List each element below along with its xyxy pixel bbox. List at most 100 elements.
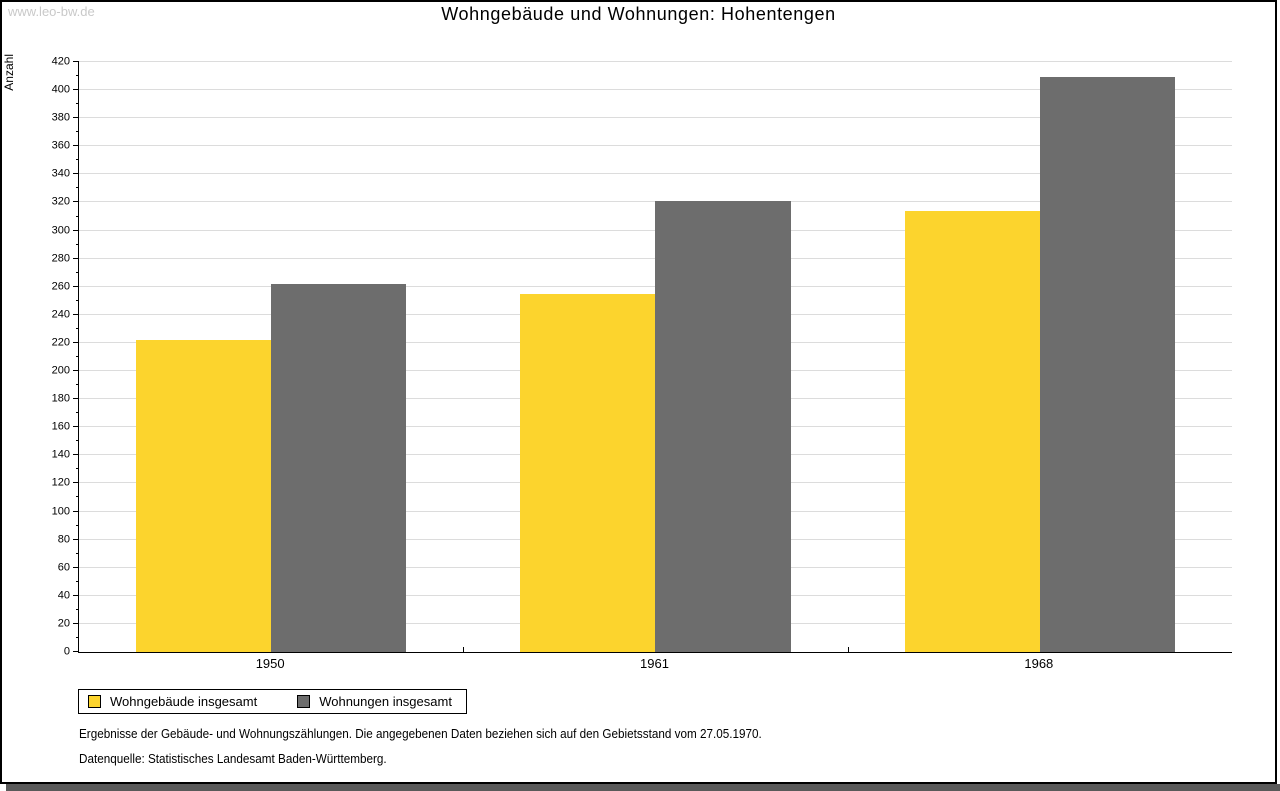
footer-source: Datenquelle: Statistisches Landesamt Bad… (79, 751, 387, 766)
y-minor-tick-90 (76, 524, 79, 526)
y-minor-tick-250 (76, 299, 79, 301)
y-tick-label-320: 320 (51, 195, 70, 208)
y-tick-label-160: 160 (51, 420, 70, 433)
y-tick-label-340: 340 (51, 167, 70, 180)
y-minor-tick-50 (76, 580, 79, 582)
bar-1968-wohngebäude (904, 210, 1040, 652)
y-tick-0 (73, 651, 79, 652)
plot-area: 0 20 40 60 80 100 120 140 160 180 200 220 240 260 280 3… (52, 56, 1232, 657)
y-tick-200 (73, 370, 79, 372)
y-tick-240 (73, 313, 79, 315)
legend: Wohngebäude insgesamt Wohnungen insgesamt (78, 689, 467, 714)
legend-swatch-1 (297, 695, 311, 708)
y-tick-120 (73, 482, 79, 484)
y-tick-360 (73, 145, 79, 147)
y-tick-300 (73, 229, 79, 231)
y-tick-180 (73, 398, 79, 400)
y-tick-label-100: 100 (51, 505, 70, 518)
y-tick-label-200: 200 (51, 364, 70, 377)
gridline-340 (79, 173, 1232, 175)
y-tick-label-20: 20 (57, 617, 70, 630)
y-minor-tick-30 (76, 608, 79, 610)
y-minor-tick-10 (76, 636, 79, 638)
x-boundary-tick-1 (463, 647, 465, 652)
frame-shadow (6, 784, 1280, 791)
y-tick-label-40: 40 (57, 589, 70, 602)
legend-swatch-0 (88, 695, 101, 708)
y-tick-label-280: 280 (51, 252, 70, 265)
y-tick-label-400: 400 (51, 83, 70, 96)
y-tick-label-380: 380 (51, 111, 70, 124)
y-tick-label-120: 120 (51, 476, 70, 489)
legend-item-0: Wohngebäude insgesamt (88, 694, 257, 709)
y-axis-title: Anzahl (2, 54, 16, 91)
y-tick-label-0: 0 (63, 645, 70, 658)
footer-note: Ergebnisse der Gebäude- und Wohnungszähl… (79, 726, 762, 741)
x-tick-label-1968: 1968 (1024, 656, 1054, 671)
y-tick-420 (73, 61, 79, 62)
y-minor-tick-210 (76, 356, 79, 357)
y-tick-260 (73, 285, 79, 287)
y-tick-label-240: 240 (51, 308, 70, 321)
y-tick-220 (73, 341, 79, 343)
x-tick-label-1961: 1961 (640, 656, 669, 671)
y-minor-tick-190 (76, 384, 79, 386)
y-minor-tick-330 (76, 187, 79, 189)
y-minor-tick-350 (76, 159, 79, 161)
y-tick-400 (73, 89, 79, 91)
y-tick-20 (73, 622, 79, 624)
y-tick-label-180: 180 (51, 392, 70, 405)
gridline-380 (79, 117, 1232, 119)
y-tick-label-260: 260 (51, 280, 70, 293)
y-minor-tick-290 (76, 243, 79, 245)
y-tick-label-80: 80 (57, 533, 70, 546)
watermark: www.leo-bw.de (8, 4, 95, 19)
y-tick-label-60: 60 (57, 561, 70, 574)
bar-1961-wohngebäude (520, 293, 656, 652)
bar-group-1961 (463, 62, 847, 652)
legend-item-1: Wohnungen insgesamt (297, 694, 452, 709)
y-tick-label-300: 300 (51, 224, 70, 237)
bar-group-1950 (79, 62, 463, 652)
y-minor-tick-130 (76, 468, 79, 470)
x-boundary-tick-2 (847, 647, 849, 652)
y-minor-tick-110 (76, 496, 79, 498)
y-minor-tick-150 (76, 440, 79, 442)
y-tick-40 (73, 594, 79, 596)
y-minor-tick-230 (76, 327, 79, 329)
y-minor-tick-390 (76, 103, 79, 105)
y-minor-tick-410 (76, 75, 79, 77)
y-minor-tick-270 (76, 271, 79, 273)
gridline-400 (79, 89, 1232, 91)
y-minor-tick-370 (76, 131, 79, 133)
y-tick-380 (73, 117, 79, 119)
bar-1950-wohngebäude (135, 340, 272, 652)
y-minor-tick-310 (76, 215, 79, 217)
y-tick-320 (73, 201, 79, 203)
y-minor-tick-170 (76, 412, 79, 414)
y-minor-tick-70 (76, 552, 79, 554)
x-tick-label-1950: 1950 (255, 656, 285, 671)
y-tick-60 (73, 566, 79, 568)
gridline-420 (79, 61, 1232, 62)
bar-1968-wohnungen (1039, 77, 1176, 652)
y-tick-100 (73, 510, 79, 512)
chart-title: Wohngebäude und Wohnungen: Hohentengen (441, 4, 836, 24)
y-tick-280 (73, 257, 79, 259)
y-tick-140 (73, 454, 79, 456)
gridline-360 (79, 145, 1232, 147)
y-tick-160 (73, 426, 79, 428)
y-tick-label-420: 420 (51, 55, 70, 68)
bar-1961-wohnungen (655, 201, 791, 652)
y-tick-label-360: 360 (51, 139, 70, 152)
legend-label-1: Wohnungen insgesamt (319, 694, 452, 709)
bar-group-1968 (848, 62, 1232, 652)
y-tick-label-220: 220 (51, 336, 70, 349)
x-axis-labels: 1950 1961 1968 (78, 656, 1231, 672)
legend-label-0: Wohngebäude insgesamt (110, 694, 258, 709)
y-tick-label-140: 140 (51, 448, 70, 461)
bar-1950-wohnungen (271, 283, 407, 652)
y-tick-80 (73, 538, 79, 540)
y-tick-340 (73, 173, 79, 175)
